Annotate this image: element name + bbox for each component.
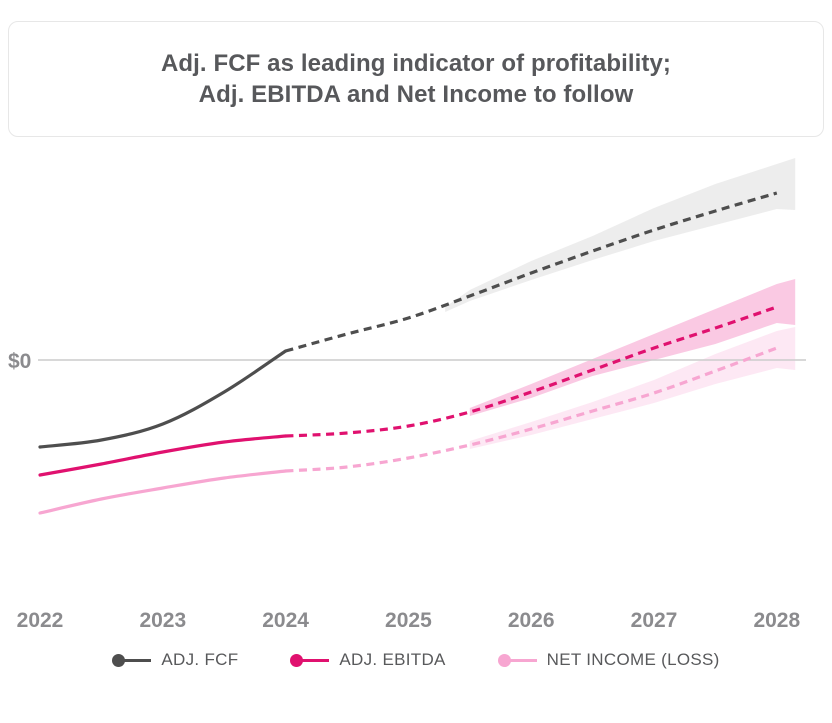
chart-title-line-1: Adj. FCF as leading indicator of profita… — [160, 50, 672, 77]
legend-item-adj-ebitda: ADJ. EBITDA — [290, 650, 445, 670]
x-tick-label-2024: 2024 — [262, 609, 309, 632]
series-adj-ebitda-line-dashed-forecast — [285, 305, 778, 438]
x-tick-label-2028: 2028 — [753, 609, 800, 632]
legend-item-adj-fcf: ADJ. FCF — [112, 650, 238, 670]
x-tick-label-2025: 2025 — [385, 609, 432, 632]
series-net-income-loss-uncertainty-band — [469, 327, 796, 449]
series-adj-fcf-uncertainty-band — [445, 158, 796, 312]
y-axis-zero-label: $0 — [8, 350, 31, 373]
series-adj-ebitda-uncertainty-band — [469, 279, 796, 416]
x-tick-label-2026: 2026 — [508, 609, 555, 632]
series-net-income-loss-line-dashed-forecast — [285, 346, 778, 473]
legend-item-net-income: NET INCOME (LOSS) — [497, 650, 720, 670]
series-net-income-loss-line-solid — [38, 469, 288, 515]
chart-title-line-2: Adj. EBITDA and Net Income to follow — [198, 81, 634, 108]
series-adj-ebitda-line-solid — [38, 434, 288, 477]
title-card: Adj. FCF as leading indicator of profita… — [8, 21, 824, 137]
adj-ebitda-legend-marker-icon — [290, 653, 330, 667]
projection-line-chart: $0 2022 2023 2024 2025 2026 2027 2028 — [8, 158, 806, 632]
x-tick-label-2027: 2027 — [631, 609, 678, 632]
x-tick-label-2022: 2022 — [17, 609, 64, 632]
legend-label-net-income: NET INCOME (LOSS) — [546, 650, 720, 669]
adj-fcf-legend-marker-icon — [112, 653, 152, 667]
x-tick-label-2023: 2023 — [139, 609, 186, 632]
chart-legend: ADJ. FCF ADJ. EBITDA NET INCOME (LOSS) — [0, 650, 832, 670]
series-adj-fcf-line-dashed-forecast — [285, 191, 778, 353]
net-income-legend-marker-icon — [497, 653, 537, 667]
series-adj-fcf-line-solid — [38, 349, 288, 449]
legend-label-adj-ebitda: ADJ. EBITDA — [339, 650, 446, 669]
legend-label-adj-fcf: ADJ. FCF — [161, 650, 239, 669]
chart-area: $0 2022 2023 2024 2025 2026 2027 2028 — [0, 140, 832, 640]
